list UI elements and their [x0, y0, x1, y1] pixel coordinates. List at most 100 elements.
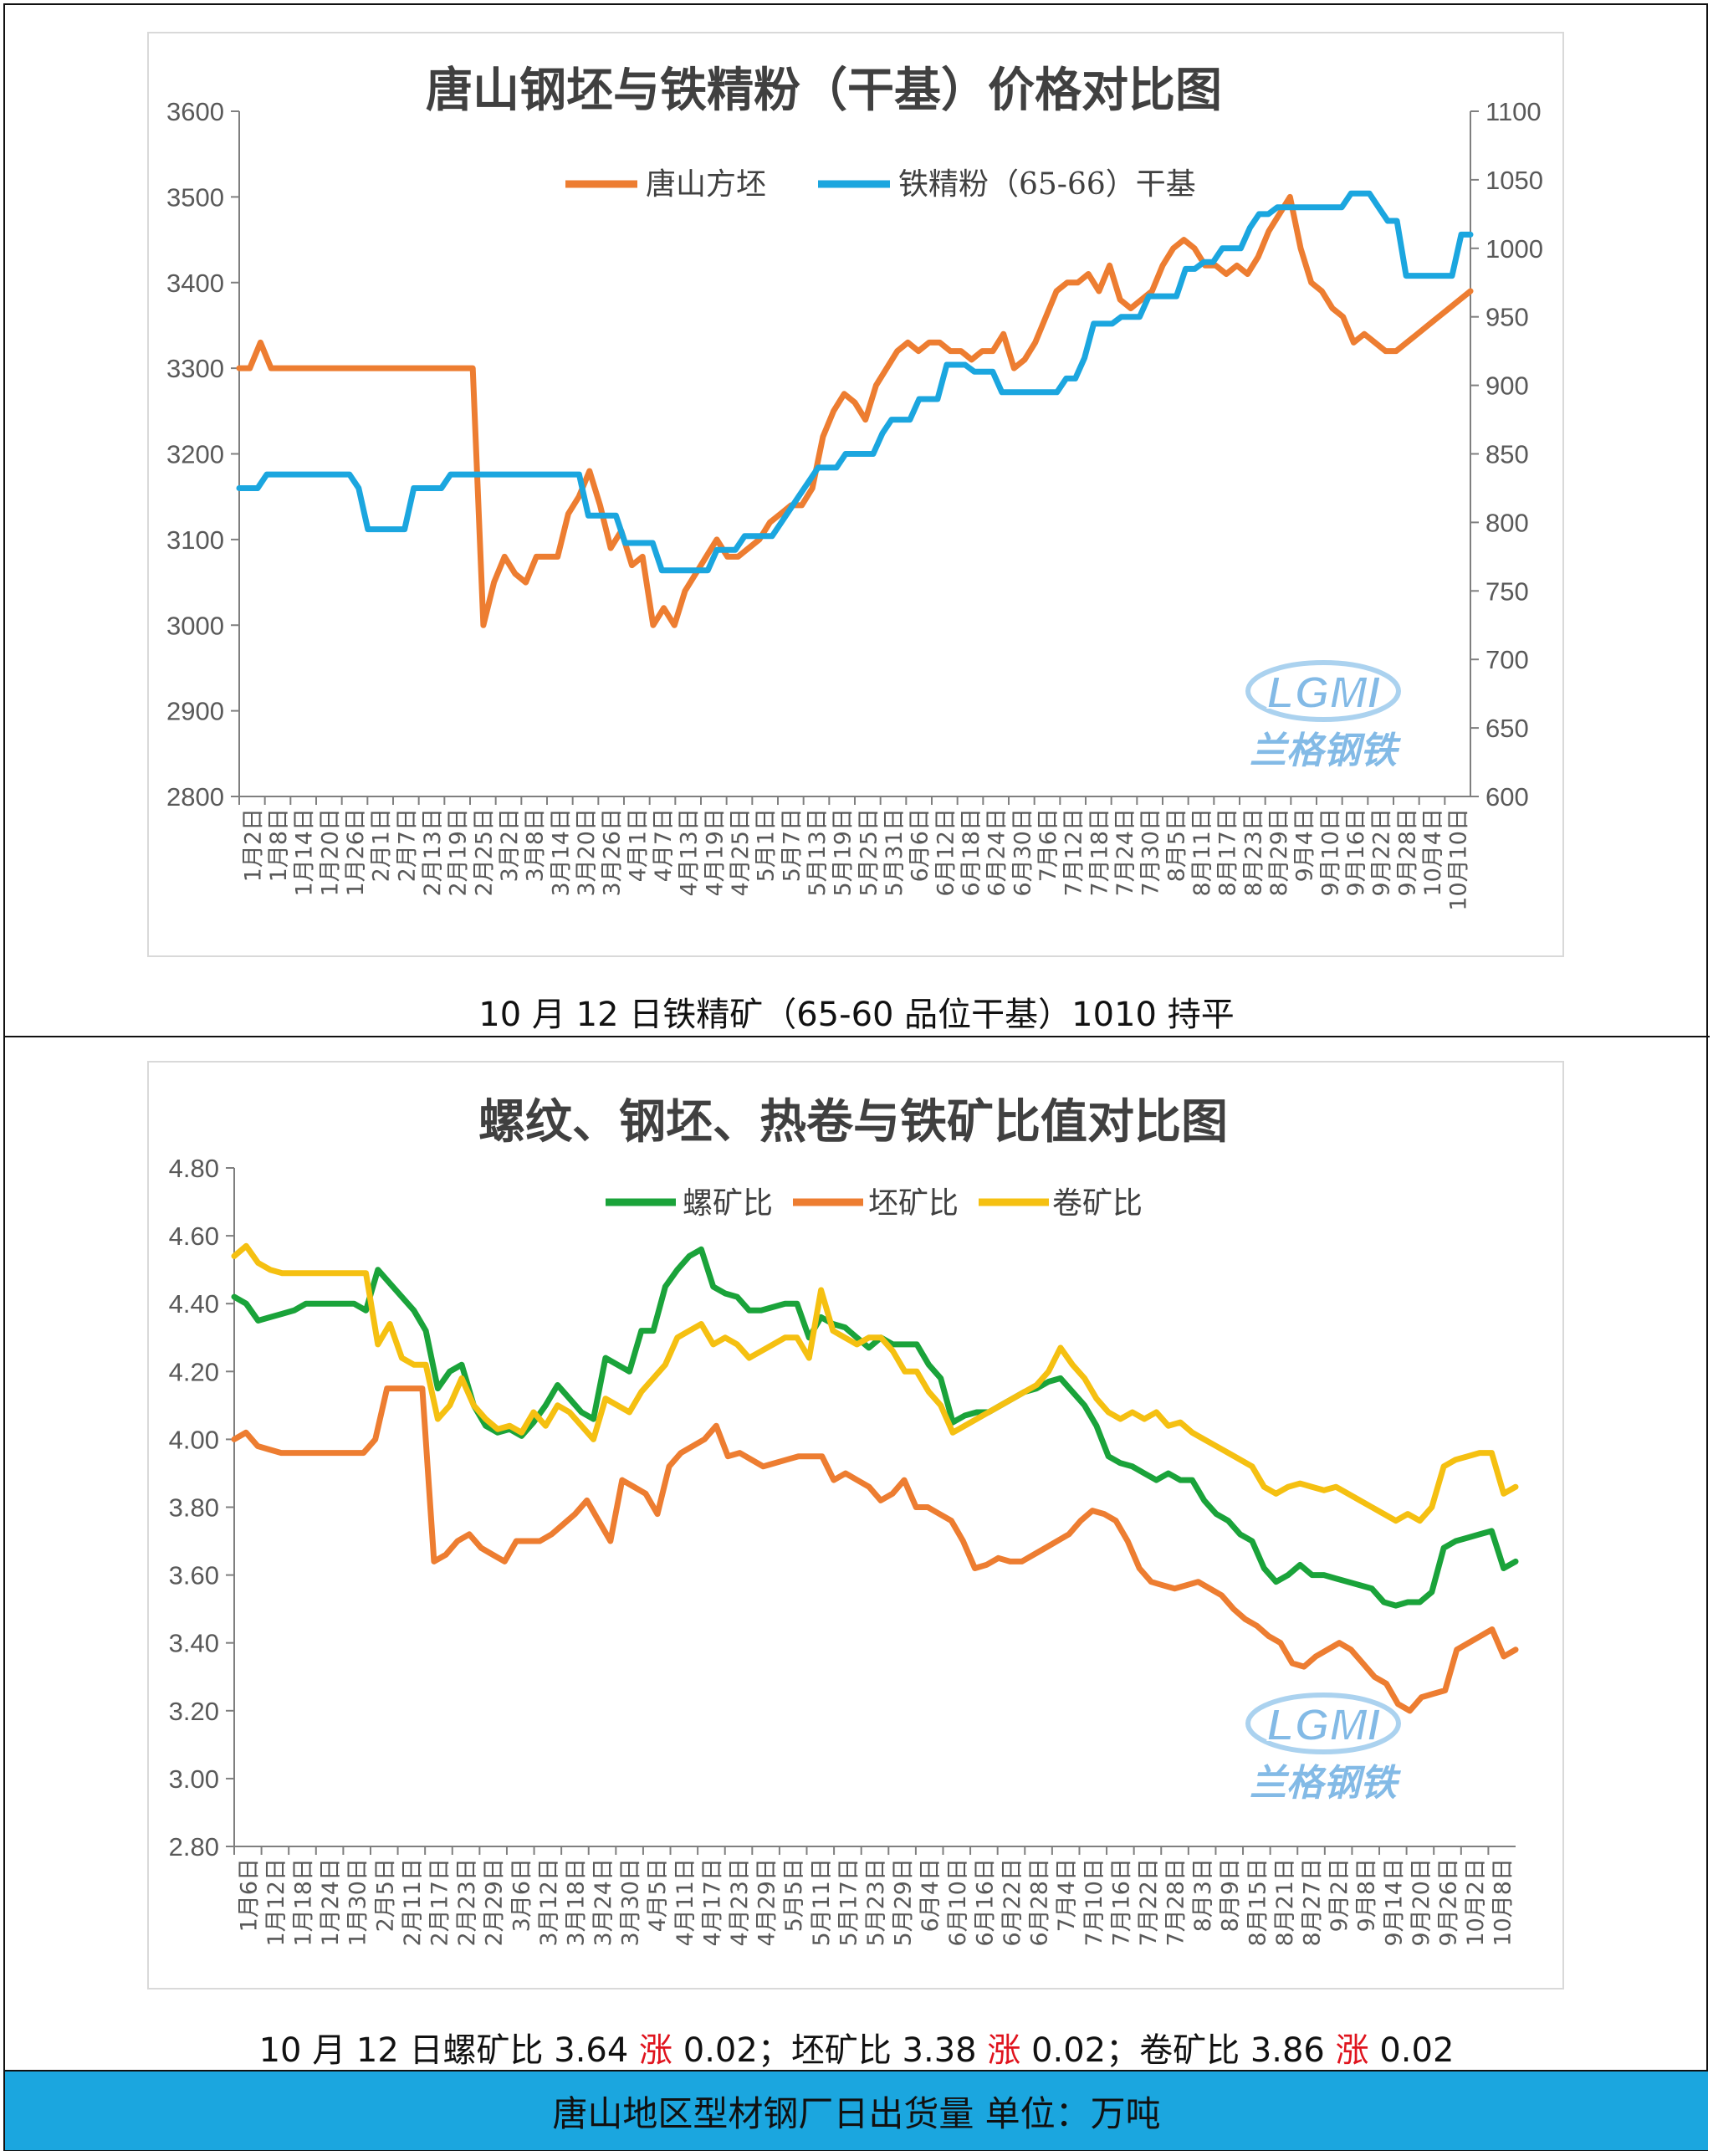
chart2-y-tick-label: 4.20 [169, 1357, 219, 1386]
chart2-y-tick-label: 3.00 [169, 1764, 219, 1794]
chart1-x-tick-label: 3月2日 [497, 808, 523, 882]
chart2-y-tick-label: 4.00 [169, 1425, 219, 1454]
chart2-x-tick-label: 10月8日 [1491, 1858, 1516, 1947]
chart1-y-tick-label: 2900 [166, 697, 224, 726]
chart1-x-tick-label: 2月19日 [446, 808, 472, 897]
chart2-x-tick-label: 9月26日 [1436, 1858, 1462, 1947]
chart2-x-tick-label: 1月12日 [263, 1858, 289, 1947]
chart1-x-tick-label: 4月19日 [702, 808, 728, 897]
chart2-x-tick-label: 6月16日 [972, 1858, 998, 1947]
chart1-x-tick-label: 8月23日 [1240, 808, 1266, 897]
chart1-y2-tick-label: 1100 [1485, 97, 1542, 126]
chart2-y-tick-label: 3.20 [169, 1697, 219, 1726]
chart1-x-tick-label: 1月26日 [343, 808, 369, 897]
chart2-legend-pi: 坯矿比 [868, 1186, 959, 1221]
chart1-x-tick-label: 9月16日 [1343, 808, 1369, 897]
chart2-x-tick-label: 8月15日 [1245, 1858, 1271, 1947]
chart2-y-tick-label: 4.60 [169, 1221, 219, 1251]
shipment-banner: 唐山地区型材钢厂日出货量 单位：万吨 [5, 2070, 1708, 2150]
chart2-x-tick-label: 6月4日 [918, 1858, 943, 1932]
chart1-x-tick-label: 9月10日 [1317, 808, 1343, 897]
chart2-x-tick-label: 8月3日 [1190, 1858, 1216, 1932]
page-border [3, 3, 1708, 2151]
chart2-x-tick-label: 8月27日 [1300, 1858, 1326, 1947]
chart2-x-tick-label: 1月30日 [345, 1858, 371, 1947]
caption2-luo-direction: 涨 [639, 2031, 673, 2070]
chart1-x-tick-label: 5月13日 [805, 808, 831, 897]
watermark-cn-text-2: 兰格钢铁 [1250, 1762, 1402, 1805]
chart1-y2-tick-label: 900 [1485, 371, 1529, 401]
chart2-x-tick-label: 6月28日 [1027, 1858, 1053, 1947]
chart2-caption: 10 月 12 日螺矿比 3.64 涨 0.02；坯矿比 3.38 涨 0.02… [0, 2023, 1713, 2072]
chart2-x-tick-label: 4月17日 [699, 1858, 725, 1947]
chart1-y-tick-label: 3200 [166, 440, 224, 469]
chart1-legend: 唐山方坯 铁精粉（65-66）干基 [565, 167, 1196, 202]
chart1-x-tick-label: 7月18日 [1087, 808, 1112, 897]
chart2-x-tick-label: 5月23日 [863, 1858, 889, 1947]
chart2-axes: 2.80 3.00 3.20 3.40 3.60 3.80 4.00 4.20 4.40 4.60… [169, 1154, 1516, 1947]
chart2-x-tick-label: 3月24日 [591, 1858, 616, 1947]
chart2-x-tick-label: 1月6日 [236, 1858, 262, 1932]
chart2-x-tick-label: 3月30日 [618, 1858, 644, 1947]
chart1-x-tick-label: 1月8日 [266, 808, 292, 882]
caption2-pi-direction: 涨 [987, 2031, 1021, 2070]
chart2-x-tick-label: 7月4日 [1054, 1858, 1080, 1932]
chart2-x-tick-label: 4月29日 [754, 1858, 780, 1947]
chart1-x-tick-label: 4月7日 [651, 808, 677, 882]
chart1-y-tick-label: 3300 [166, 354, 224, 383]
chart2-frame [147, 1061, 1564, 1990]
chart1-x-tick-label: 2月25日 [471, 808, 497, 897]
chart2-x-tick-label: 6月22日 [1000, 1858, 1025, 1947]
chart1-x-tick-label: 9月4日 [1292, 808, 1318, 882]
chart1-y2-tick-label: 650 [1485, 714, 1529, 743]
chart2-x-tick-label: 4月23日 [727, 1858, 753, 1947]
chart2-series [231, 1242, 1519, 1714]
chart1-x-tick-label: 8月5日 [1163, 808, 1189, 882]
chart1-y-tick-label: 3600 [166, 97, 224, 126]
chart2-x-tick-label: 9月20日 [1409, 1858, 1434, 1947]
chart2-legend: 螺矿比 坯矿比 卷矿比 [606, 1186, 1143, 1221]
chart1-series-0 [236, 193, 1474, 628]
chart2-x-tick-label: 3月12日 [536, 1858, 562, 1947]
chart2-y-tick-label: 3.40 [169, 1629, 219, 1658]
chart1-y2-tick-label: 1050 [1485, 166, 1543, 195]
chart2-x-tick-label: 10月2日 [1463, 1858, 1489, 1947]
chart1-x-tick-label: 1月14日 [292, 808, 318, 897]
chart2-series-1 [231, 1385, 1519, 1714]
chart2-x-tick-label: 7月22日 [1136, 1858, 1162, 1947]
chart1-x-tick-label: 6月12日 [933, 808, 959, 897]
chart1-legend-billet: 唐山方坯 [646, 167, 766, 202]
chart1-y-tick-label: 3400 [166, 269, 224, 298]
chart2-x-tick-label: 2月11日 [400, 1858, 426, 1947]
watermark-logo-2: LGMI 兰格钢铁 [1245, 1693, 1402, 1805]
chart2-x-tick-label: 1月24日 [318, 1858, 344, 1947]
caption2-juan-direction: 涨 [1335, 2031, 1369, 2070]
chart1-x-tick-label: 5月7日 [779, 808, 805, 882]
chart2-x-tick-label: 3月18日 [563, 1858, 589, 1947]
chart2-x-tick-label: 2月29日 [482, 1858, 508, 1947]
chart2-x-tick-label: 5月17日 [836, 1858, 862, 1947]
chart2-y-tick-label: 4.40 [169, 1289, 219, 1319]
watermark-logo-1: LGMI 兰格钢铁 [1245, 660, 1402, 772]
chart2-x-tick-label: 2月5日 [372, 1858, 398, 1932]
chart1-x-tick-label: 7月6日 [1035, 808, 1061, 882]
chart2-x-tick-label: 9月8日 [1354, 1858, 1380, 1932]
chart1-x-tick-label: 2月7日 [394, 808, 420, 882]
chart1-x-tick-label: 5月19日 [831, 808, 856, 897]
chart1-y-tick-label: 2800 [166, 782, 224, 812]
watermark-logo-text-1: LGMI [1267, 668, 1381, 718]
chart2-x-tick-label: 5月5日 [781, 1858, 807, 1932]
chart1-y-tick-label: 3500 [166, 182, 224, 212]
watermark-logo-text-2: LGMI [1267, 1700, 1381, 1750]
chart1-legend-ore: 铁精粉（65-66）干基 [898, 167, 1196, 202]
chart1-y-tick-label: 3100 [166, 525, 224, 555]
chart1-x-tick-label: 8月11日 [1189, 808, 1215, 897]
chart1-x-tick-label: 6月6日 [908, 808, 933, 882]
chart1-x-tick-label: 3月26日 [600, 808, 626, 897]
caption2-pi-change: 0.02；卷矿比 3.86 [1020, 2031, 1336, 2070]
chart1-series [236, 190, 1474, 628]
chart1-axes: 2800 2900 3000 3100 3200 3300 3400 3500 3600 600 6… [166, 97, 1543, 911]
chart1-caption: 10 月 12 日铁精矿（65-60 品位干基）1010 持平 [478, 996, 1235, 1034]
chart2-x-tick-label: 6月10日 [945, 1858, 971, 1947]
